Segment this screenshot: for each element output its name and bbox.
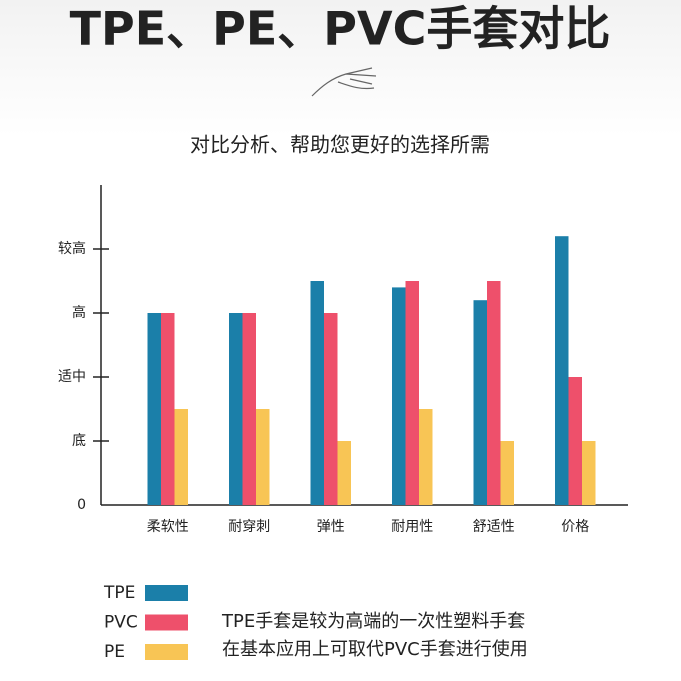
bar — [337, 441, 351, 505]
legend-swatch — [145, 644, 188, 660]
bar — [229, 313, 243, 505]
bar — [174, 409, 188, 505]
bar — [256, 409, 270, 505]
bar — [324, 313, 338, 505]
y-tick-label: 高 — [72, 304, 86, 321]
hand-icon — [311, 67, 377, 97]
x-tick-label: 价格 — [561, 519, 589, 535]
bar — [568, 377, 582, 505]
x-tick-label: 耐穿刺 — [228, 519, 270, 535]
bar — [147, 313, 161, 505]
bar — [555, 236, 569, 505]
note-text: 在基本应用上可取代PVC手套进行使用 — [222, 639, 528, 660]
legend-swatch — [145, 614, 188, 631]
bar — [392, 287, 406, 505]
y-tick-label: 适中 — [58, 369, 86, 385]
bar — [473, 300, 487, 505]
y-tick-label: 0 — [77, 497, 86, 513]
note-text: TPE手套是较为高端的一次性塑料手套 — [221, 611, 525, 632]
legend-label: PVC — [104, 613, 138, 633]
x-tick-label: 舒适性 — [473, 519, 515, 535]
bar — [310, 281, 324, 505]
y-tick-label: 较高 — [58, 240, 86, 257]
x-tick-label: 柔软性 — [147, 519, 189, 535]
bar — [582, 441, 596, 505]
y-tick-label: 底 — [72, 433, 86, 449]
legend-label: TPE — [103, 583, 135, 603]
legend-label: PE — [104, 642, 125, 662]
chart-subtitle: 对比分析、帮助您更好的选择所需 — [190, 133, 490, 157]
chart-title: TPE、PE、PVC手套对比 — [70, 2, 611, 56]
legend-swatch — [145, 585, 188, 601]
bar — [161, 313, 175, 505]
x-tick-label: 弹性 — [317, 519, 345, 535]
bar — [487, 281, 501, 505]
bar — [500, 441, 514, 505]
bar — [242, 313, 256, 505]
x-tick-label: 耐用性 — [391, 519, 433, 535]
bar — [405, 281, 419, 505]
bar — [419, 409, 433, 505]
